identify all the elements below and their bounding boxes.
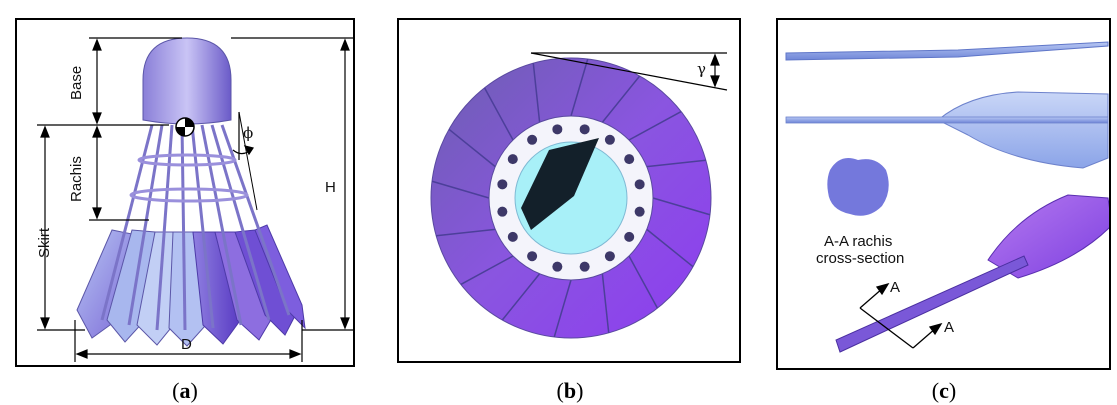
vane-divider	[460, 255, 514, 286]
caption-a: (a)	[172, 378, 198, 403]
label-skirt: Skirt	[36, 227, 53, 258]
vane-divider	[532, 63, 541, 123]
caption-b: (b)	[556, 378, 584, 403]
feather-detail-diagram: A-A rachis cross-section A A	[785, 41, 1109, 353]
section-a-a-arrows	[859, 282, 943, 349]
label-rachis: Rachis	[68, 156, 85, 202]
base-cork	[142, 37, 232, 125]
label-gamma: γ	[697, 60, 706, 78]
lattice-hole	[579, 124, 590, 135]
vane-divider	[501, 273, 541, 321]
lattice-hole	[604, 251, 615, 262]
section-label-line2: cross-section	[816, 250, 904, 267]
gamma-angle-dimension	[530, 52, 728, 91]
lattice-hole	[527, 251, 538, 262]
label-phi: ϕ	[243, 124, 253, 142]
panel-a-shuttlecock-side-view: Base Rachis Skirt H D ϕ	[15, 18, 355, 367]
lattice-hole	[507, 154, 518, 165]
label-a-upper: A	[890, 279, 900, 296]
vane-divider	[553, 279, 572, 338]
vane-segments	[431, 58, 711, 338]
vane-divider	[652, 197, 711, 216]
shuttlecock-top-diagram: γ	[430, 52, 728, 339]
vane-divider	[628, 110, 682, 141]
feather-iso-vane	[987, 194, 1109, 279]
lattice-holes	[497, 124, 645, 272]
panel-c-feather-detail: A-A rachis cross-section A A	[776, 18, 1111, 370]
label-d: D	[181, 336, 192, 353]
rachis-shafts	[100, 124, 291, 331]
lattice-hole	[552, 124, 563, 135]
vane-divider	[436, 228, 496, 237]
core-shadow	[521, 138, 599, 230]
binding-threads	[129, 153, 249, 203]
section-label-line1: A-A rachis	[824, 233, 892, 250]
vane-divider	[601, 75, 641, 123]
shuttlecock-side-diagram: Base Rachis Skirt H D ϕ	[36, 37, 353, 362]
lattice-hole	[624, 154, 635, 165]
feather-front-shaft	[785, 116, 1109, 124]
vane-divider	[628, 255, 659, 309]
lattice-hole	[634, 206, 645, 217]
panel-b-shuttlecock-top-view: γ	[397, 18, 741, 363]
lattice-hole	[552, 261, 563, 272]
lattice-hole	[579, 261, 590, 272]
vane-divider	[483, 87, 514, 141]
label-a-lower: A	[944, 319, 954, 336]
rachis-cross-section	[827, 157, 889, 216]
label-base: Base	[68, 66, 85, 100]
feather-front-vane	[937, 91, 1109, 169]
lattice-hole	[604, 134, 615, 145]
vane-divider	[646, 228, 694, 268]
vane-divider	[448, 128, 496, 168]
vane-divider	[601, 273, 610, 333]
dimension-lines	[37, 37, 353, 362]
caption-c: (c)	[931, 378, 957, 403]
feather-iso-shaft	[835, 255, 1029, 353]
feather-edge-view	[785, 41, 1109, 61]
vane-divider	[646, 159, 706, 168]
lattice-hole	[497, 179, 508, 190]
vane-divider	[570, 58, 589, 117]
lattice-hole	[624, 231, 635, 242]
vane-divider	[431, 180, 490, 199]
lattice-hole	[527, 134, 538, 145]
lattice-hole	[497, 206, 508, 217]
lattice-hole	[507, 231, 518, 242]
lattice-hole	[634, 179, 645, 190]
center-of-mass-icon	[175, 117, 195, 137]
label-h: H	[325, 179, 336, 196]
